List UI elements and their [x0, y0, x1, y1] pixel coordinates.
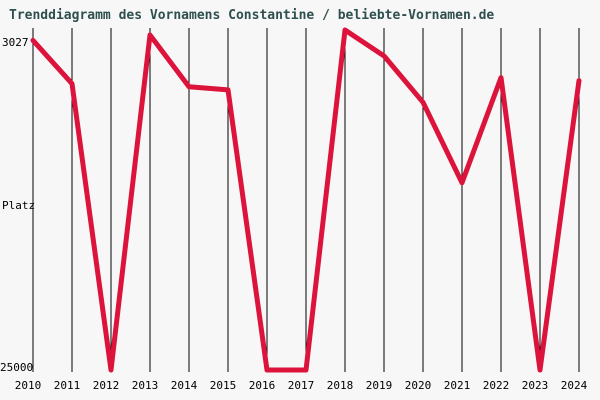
- x-axis-year-label: 2015: [210, 379, 237, 392]
- x-axis-year-label: 2019: [366, 379, 393, 392]
- y-axis-max-label: 3027: [2, 36, 29, 49]
- chart-title: Trenddiagramm des Vornamens Constantine …: [9, 8, 495, 23]
- trend-line: [30, 27, 582, 373]
- x-axis-year-label: 2018: [327, 379, 354, 392]
- x-axis-year-label: 2023: [522, 379, 549, 392]
- x-axis-year-label: 2011: [54, 379, 81, 392]
- x-axis-year-label: 2017: [288, 379, 315, 392]
- x-axis-year-label: 2021: [444, 379, 471, 392]
- y-axis-title: Platz: [2, 199, 36, 212]
- x-axis-year-label: 2014: [171, 379, 198, 392]
- x-axis-year-label: 2012: [93, 379, 120, 392]
- x-axis-year-label: 2010: [15, 379, 42, 392]
- x-axis-year-label: 2013: [132, 379, 159, 392]
- x-axis-year-label: 2020: [405, 379, 432, 392]
- x-axis-year-label: 2022: [483, 379, 510, 392]
- x-axis-year-label: 2016: [249, 379, 276, 392]
- y-axis-min-label: 25000: [0, 361, 34, 374]
- x-axis-year-label: 2024: [561, 379, 588, 392]
